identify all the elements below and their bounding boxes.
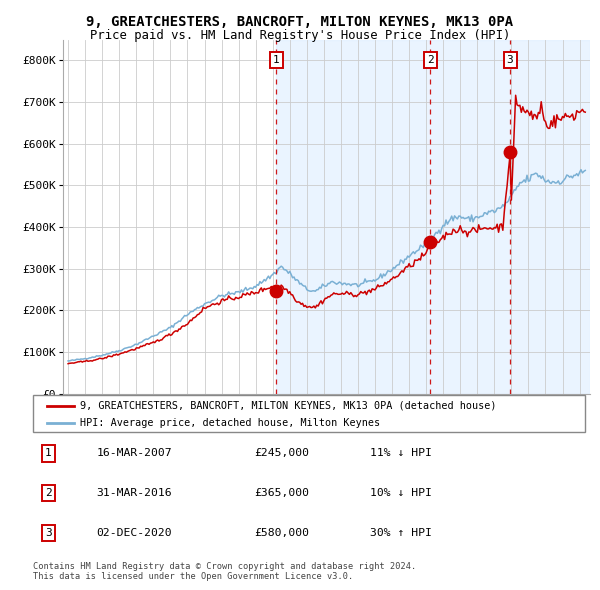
Text: 10% ↓ HPI: 10% ↓ HPI <box>370 488 431 498</box>
Text: 11% ↓ HPI: 11% ↓ HPI <box>370 448 431 458</box>
Text: 3: 3 <box>45 528 52 537</box>
Text: £580,000: £580,000 <box>254 528 309 537</box>
Text: 2: 2 <box>45 488 52 498</box>
Bar <box>276 40 590 394</box>
Text: 1: 1 <box>45 448 52 458</box>
Text: HPI: Average price, detached house, Milton Keynes: HPI: Average price, detached house, Milt… <box>80 418 380 428</box>
Text: 31-MAR-2016: 31-MAR-2016 <box>97 488 172 498</box>
Text: 30% ↑ HPI: 30% ↑ HPI <box>370 528 431 537</box>
Text: £245,000: £245,000 <box>254 448 309 458</box>
Text: Price paid vs. HM Land Registry's House Price Index (HPI): Price paid vs. HM Land Registry's House … <box>90 30 510 42</box>
Text: 3: 3 <box>506 55 514 65</box>
Text: 9, GREATCHESTERS, BANCROFT, MILTON KEYNES, MK13 0PA (detached house): 9, GREATCHESTERS, BANCROFT, MILTON KEYNE… <box>80 401 496 411</box>
Text: Contains HM Land Registry data © Crown copyright and database right 2024.
This d: Contains HM Land Registry data © Crown c… <box>33 562 416 581</box>
Text: £365,000: £365,000 <box>254 488 309 498</box>
Text: 1: 1 <box>273 55 280 65</box>
Text: 2: 2 <box>427 55 434 65</box>
Text: 16-MAR-2007: 16-MAR-2007 <box>97 448 172 458</box>
Text: 02-DEC-2020: 02-DEC-2020 <box>97 528 172 537</box>
FancyBboxPatch shape <box>33 395 585 432</box>
Text: 9, GREATCHESTERS, BANCROFT, MILTON KEYNES, MK13 0PA: 9, GREATCHESTERS, BANCROFT, MILTON KEYNE… <box>86 15 514 29</box>
